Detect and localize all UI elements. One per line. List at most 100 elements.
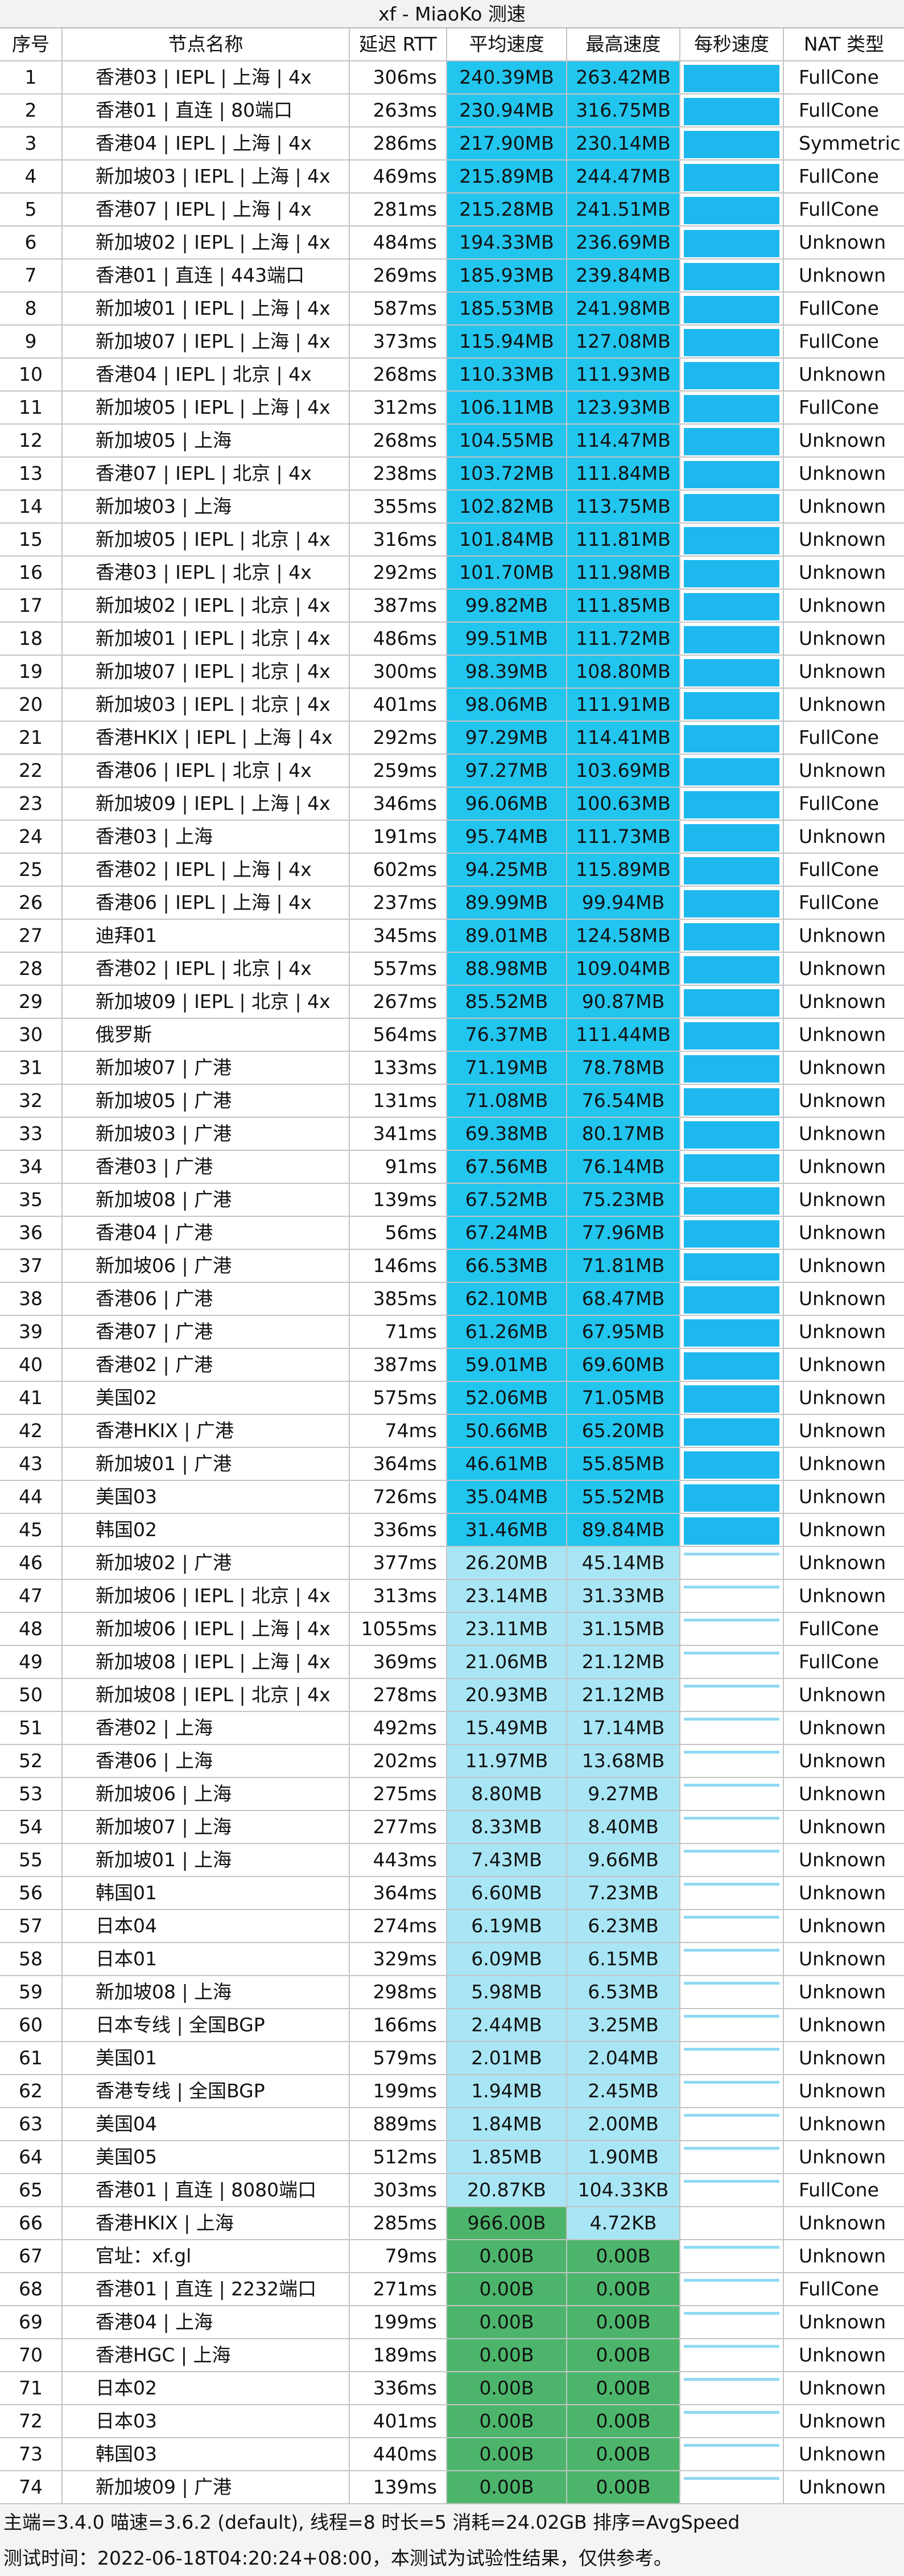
nat-type: Unknown xyxy=(799,2476,886,2498)
nat-type: Unknown xyxy=(799,924,886,947)
avg-speed: 0.00B xyxy=(447,2339,567,2371)
node-name: 官址：xf.gl xyxy=(63,2240,350,2272)
table-row: 33 新加坡03 | 广港 341ms 69.38MB 80.17MB Unknown xyxy=(0,1118,904,1151)
row-number: 29 xyxy=(0,986,63,1018)
max-speed: 0.00B xyxy=(567,2273,680,2305)
table-row: 9 新加坡07 | IEPL | 上海 | 4x 373ms 115.94MB 127.… xyxy=(0,326,904,359)
row-number: 63 xyxy=(0,2108,63,2140)
avg-speed: 185.93MB xyxy=(447,260,567,291)
rtt: 202ms xyxy=(350,1745,447,1777)
table-row: 73 韩国03 440ms 0.00B 0.00B Unknown xyxy=(0,2438,904,2471)
nat-type: Unknown xyxy=(799,1552,886,1574)
rtt: 79ms xyxy=(350,2240,447,2272)
table-row: 47 新加坡06 | IEPL | 北京 | 4x 313ms 23.14MB 31.3… xyxy=(0,1580,904,1613)
nat-type: Unknown xyxy=(799,495,886,517)
column-header: 节点名称 xyxy=(63,28,350,60)
per-second-speed xyxy=(680,2339,784,2371)
row-number: 55 xyxy=(0,1844,63,1876)
rtt: 146ms xyxy=(350,1250,447,1282)
per-second-speed xyxy=(680,524,784,555)
row-number: 3 xyxy=(0,127,63,159)
per-second-speed xyxy=(680,788,784,820)
max-speed: 21.12MB xyxy=(567,1679,680,1711)
max-speed: 127.08MB xyxy=(567,326,680,357)
per-second-speed xyxy=(680,127,784,159)
node-name: 香港HGC | 上海 xyxy=(63,2339,350,2371)
node-name: 新加坡01 | 广港 xyxy=(63,1448,350,1480)
max-speed: 111.81MB xyxy=(567,524,680,555)
table-row: 45 韩国02 336ms 31.46MB 89.84MB Unknown xyxy=(0,1514,904,1547)
row-number: 33 xyxy=(0,1118,63,1150)
per-second-speed xyxy=(680,61,784,93)
nat-type: Unknown xyxy=(799,1485,886,1508)
max-speed: 111.98MB xyxy=(567,557,680,589)
nat-type: Unknown xyxy=(799,231,886,253)
row-number: 64 xyxy=(0,2141,63,2173)
avg-speed: 61.26MB xyxy=(447,1316,567,1348)
per-second-speed xyxy=(680,953,784,985)
table-row: 72 日本03 401ms 0.00B 0.00B Unknown xyxy=(0,2405,904,2438)
node-name: 日本专线 | 全国BGP xyxy=(63,2009,350,2041)
row-number: 73 xyxy=(0,2438,63,2470)
table-row: 62 香港专线 | 全国BGP 199ms 1.94MB 2.45MB Unknown xyxy=(0,2075,904,2108)
row-number: 42 xyxy=(0,1415,63,1447)
nat-type: Unknown xyxy=(799,2113,886,2135)
nat-type: Unknown xyxy=(799,561,886,583)
avg-speed: 0.00B xyxy=(447,2273,567,2305)
per-second-speed xyxy=(680,2306,784,2338)
max-speed: 0.00B xyxy=(567,2372,680,2404)
rtt: 268ms xyxy=(350,425,447,456)
per-second-speed xyxy=(680,1976,784,2008)
per-second-speed xyxy=(680,920,784,952)
avg-speed: 6.60MB xyxy=(447,1877,567,1909)
per-second-speed xyxy=(680,854,784,886)
row-number: 16 xyxy=(0,557,63,589)
nat-type: Unknown xyxy=(799,2344,886,2366)
row-number: 15 xyxy=(0,524,63,555)
rtt: 387ms xyxy=(350,590,447,622)
per-second-speed xyxy=(680,1250,784,1282)
max-speed: 111.93MB xyxy=(567,359,680,390)
max-speed: 6.15MB xyxy=(567,1943,680,1975)
nat-type: FullCone xyxy=(799,726,879,748)
nat-type: Unknown xyxy=(799,1254,886,1277)
table-row: 21 香港HKIX | IEPL | 上海 | 4x 292ms 97.29MB 114… xyxy=(0,722,904,755)
max-speed: 21.12MB xyxy=(567,1646,680,1678)
table-row: 61 美国01 579ms 2.01MB 2.04MB Unknown xyxy=(0,2042,904,2075)
max-speed: 2.04MB xyxy=(567,2042,680,2074)
row-number: 58 xyxy=(0,1943,63,1975)
nat-type: Unknown xyxy=(799,1089,886,1112)
avg-speed: 5.98MB xyxy=(447,1976,567,2008)
avg-speed: 240.39MB xyxy=(447,61,567,93)
node-name: 新加坡01 | IEPL | 上海 | 4x xyxy=(63,293,350,324)
sparkline xyxy=(684,1352,779,1380)
row-number: 62 xyxy=(0,2075,63,2107)
row-number: 70 xyxy=(0,2339,63,2371)
nat-type: FullCone xyxy=(799,198,879,220)
per-second-speed xyxy=(680,2009,784,2041)
per-second-speed xyxy=(680,557,784,589)
avg-speed: 85.52MB xyxy=(447,986,567,1018)
avg-speed: 0.00B xyxy=(447,2372,567,2404)
avg-speed: 2.01MB xyxy=(447,2042,567,2074)
per-second-speed xyxy=(680,1019,784,1051)
node-name: 新加坡08 | 上海 xyxy=(63,1976,350,2008)
row-number: 24 xyxy=(0,821,63,853)
table-row: 49 新加坡08 | IEPL | 上海 | 4x 369ms 21.06MB 21.1… xyxy=(0,1646,904,1679)
rtt: 74ms xyxy=(350,1415,447,1447)
max-speed: 114.41MB xyxy=(567,722,680,754)
rtt: 237ms xyxy=(350,887,447,919)
row-number: 72 xyxy=(0,2405,63,2437)
max-speed: 124.58MB xyxy=(567,920,680,952)
row-number: 53 xyxy=(0,1778,63,1810)
rtt: 281ms xyxy=(350,194,447,225)
node-name: 迪拜01 xyxy=(63,920,350,952)
rtt: 91ms xyxy=(350,1151,447,1183)
row-number: 60 xyxy=(0,2009,63,2041)
table-row: 7 香港01 | 直连 | 443端口 269ms 185.93MB 239.84MB U… xyxy=(0,260,904,293)
per-second-speed xyxy=(680,2471,784,2503)
per-second-speed xyxy=(680,2240,784,2272)
per-second-speed xyxy=(680,656,784,688)
row-number: 69 xyxy=(0,2306,63,2338)
nat-type: Unknown xyxy=(799,627,886,649)
